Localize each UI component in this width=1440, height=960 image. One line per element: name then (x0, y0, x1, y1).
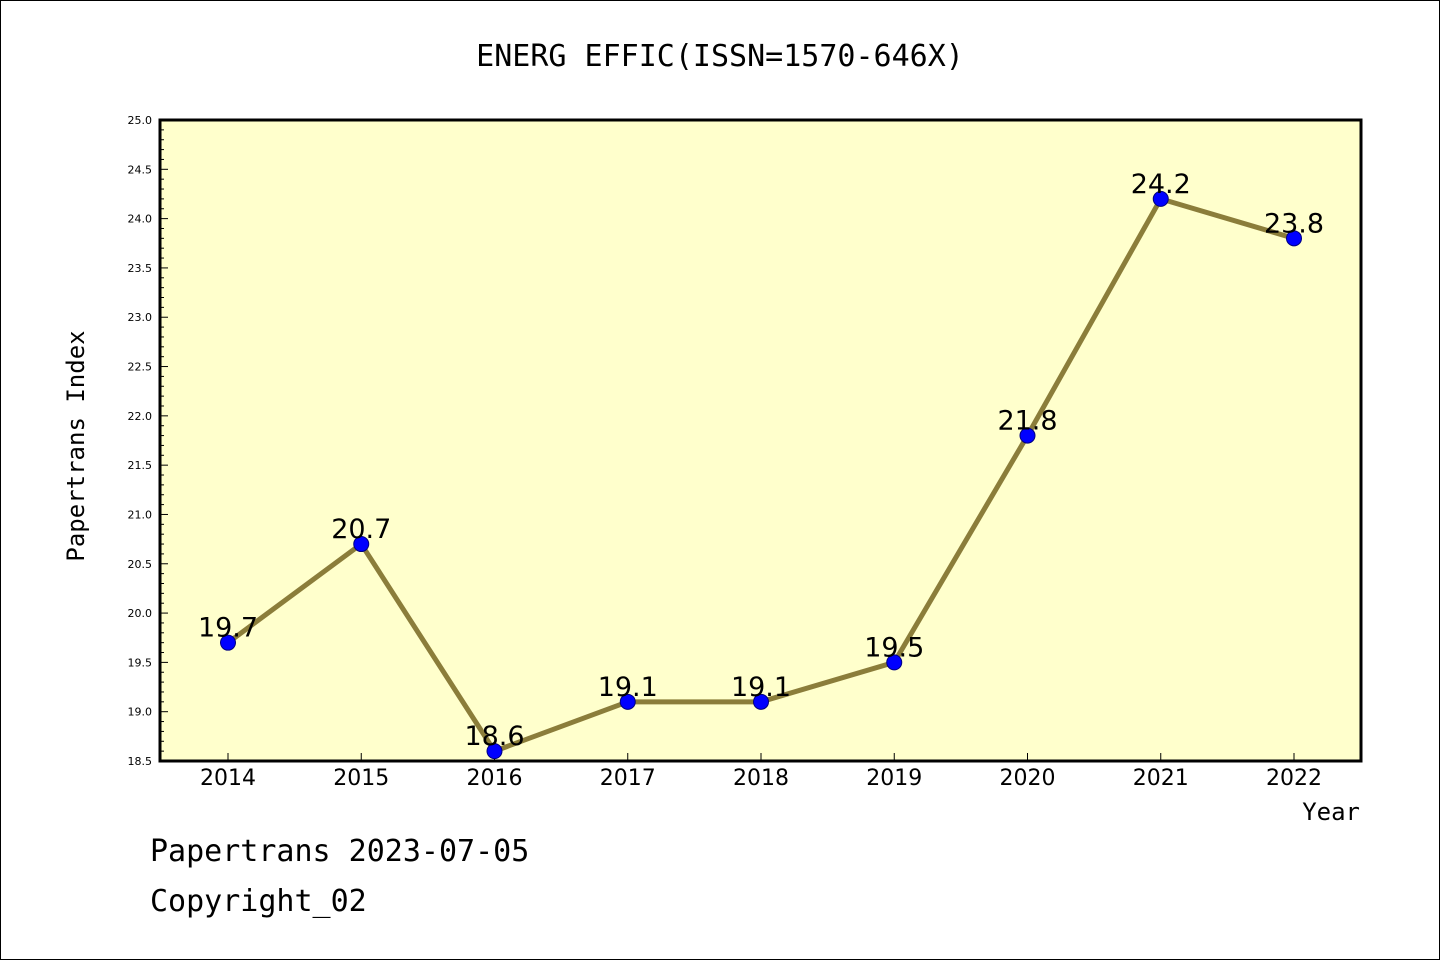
footer-date: Papertrans 2023-07-05 (150, 834, 530, 869)
series-papertrans-index (220, 190, 1302, 760)
data-point (753, 693, 769, 710)
data-label: 19.1 (598, 672, 658, 703)
x-tick-label: 2017 (600, 766, 656, 791)
y-tick-label: 25.0 (128, 114, 153, 127)
x-axis-label: Year (1302, 798, 1360, 826)
data-point (486, 743, 503, 760)
data-label: 19.7 (198, 613, 258, 644)
y-tick-label: 22.0 (128, 410, 153, 423)
y-tick-label: 20.0 (128, 607, 153, 620)
x-tick-label: 2022 (1266, 766, 1322, 791)
footer-copyright: Copyright_02 (150, 884, 367, 919)
x-tick-label: 2019 (866, 766, 922, 791)
x-axis: 2014 2015 2016 2017 2018 2019 2020 2021 2022 (200, 753, 1322, 791)
data-point (619, 693, 636, 710)
y-tick-label: 18.5 (128, 755, 153, 768)
y-tick-label: 23.0 (128, 311, 153, 324)
x-tick-label: 2018 (733, 766, 789, 791)
x-tick-label: 2020 (1000, 766, 1056, 791)
y-tick-label: 24.5 (128, 163, 153, 176)
x-tick-label: 2021 (1133, 766, 1189, 791)
plot-area (158, 118, 1363, 763)
y-tick-label: 21.0 (128, 508, 153, 521)
data-label: 24.2 (1131, 169, 1191, 200)
data-point (220, 634, 236, 651)
y-tick-label: 19.5 (128, 656, 153, 669)
data-label: 19.5 (864, 632, 924, 663)
x-tick-label: 2014 (200, 766, 256, 791)
y-axis: 18.5 19.0 19.5 20.0 20.5 21.0 21.5 22.0 22.5 23.0… (128, 114, 168, 768)
data-labels: 19.7 20.7 18.6 19.1 19.1 19.5 21.8 24.2 23.8 (198, 169, 1324, 752)
y-tick-label: 21.5 (128, 459, 153, 472)
y-tick-label: 22.5 (128, 361, 153, 374)
chart-title: ENERG EFFIC(ISSN=1570-646X) (476, 39, 964, 74)
x-tick-label: 2015 (333, 766, 389, 791)
y-tick-label: 19.0 (128, 706, 153, 719)
data-label: 20.7 (331, 514, 391, 545)
x-tick-label: 2016 (467, 766, 523, 791)
y-axis-label: Papertrans Index (62, 330, 90, 561)
data-point (353, 536, 370, 553)
y-tick-label: 24.0 (128, 213, 153, 226)
data-label: 23.8 (1264, 208, 1324, 239)
data-label: 18.6 (464, 721, 524, 752)
y-tick-label: 23.5 (128, 262, 153, 275)
data-label: 21.8 (997, 406, 1057, 437)
data-label: 19.1 (731, 672, 791, 703)
data-point (1152, 190, 1169, 207)
data-point (1019, 427, 1036, 444)
data-point (1286, 230, 1302, 247)
data-point (886, 654, 903, 671)
y-tick-label: 20.5 (128, 558, 153, 571)
